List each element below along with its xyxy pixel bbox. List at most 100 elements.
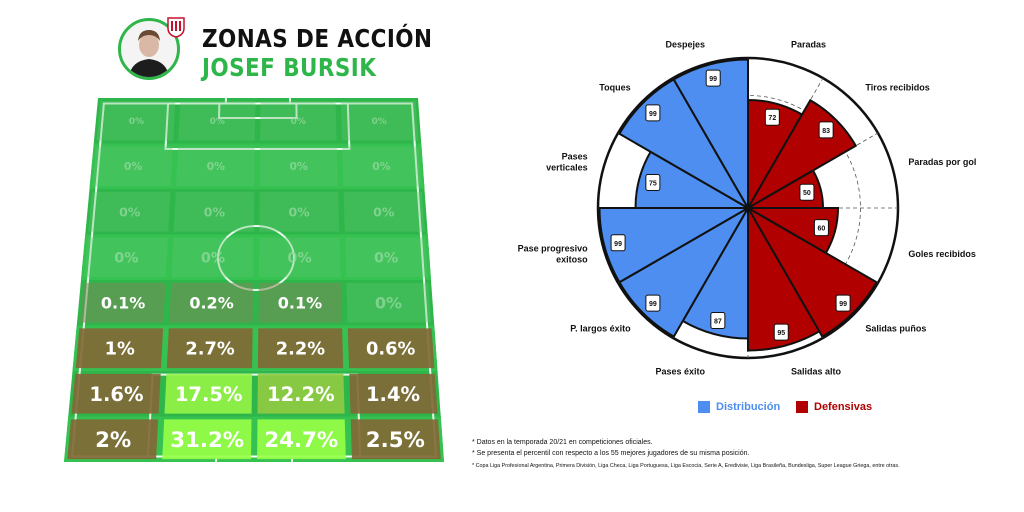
radar-category-label: exitoso xyxy=(556,254,588,264)
center-circle xyxy=(217,225,295,291)
radar-category-label: Despejes xyxy=(666,40,706,50)
radar-category-label: Paradas por gol xyxy=(908,157,976,167)
radar-value-label: 99 xyxy=(649,301,657,308)
radar-value-label: 99 xyxy=(839,301,847,308)
heatmap-cell-label: 17.5% xyxy=(175,383,243,406)
heatmap-cell-label: 0.2% xyxy=(189,294,233,313)
radar-category-label: Goles recibidos xyxy=(908,249,976,259)
club-crest-icon xyxy=(167,17,185,38)
heatmap-cell xyxy=(257,419,346,460)
heatmap-cell-label: 2.5% xyxy=(366,428,425,453)
heatmap-cell-label: 2.7% xyxy=(185,339,234,360)
heatmap-cell xyxy=(257,328,344,369)
radar-wedge xyxy=(598,207,752,284)
footnotes: * Datos en la temporada 20/21 en competi… xyxy=(472,437,992,472)
heatmap-cell xyxy=(79,282,166,323)
heatmap-cell xyxy=(257,373,345,414)
radar-category-label: verticales xyxy=(546,163,588,173)
legend-item-defensive: Defensivas xyxy=(796,398,872,416)
radar-value-badge xyxy=(705,69,721,87)
heatmap-cell-label: 0% xyxy=(288,204,310,219)
heatmap-cell xyxy=(349,373,438,414)
heatmap-cell xyxy=(96,100,176,141)
radar-category-label: Paradas xyxy=(791,40,826,50)
heatmap-cell-label: 0% xyxy=(373,204,395,219)
radar-value-label: 87 xyxy=(714,319,722,326)
radar-value-label: 72 xyxy=(768,115,776,122)
heatmap-cell xyxy=(88,191,171,232)
heatmap-cell xyxy=(259,191,340,232)
heatmap-cell xyxy=(166,328,253,369)
percentile-radar-chart: 72 83 50 60 99 95 87 99 99 75 99 99 Paradas Tiros rec… xyxy=(518,40,977,377)
heatmap-cell-label: 0.1% xyxy=(101,294,145,313)
heatmap-cell xyxy=(169,282,254,323)
heatmap-cell xyxy=(176,146,255,187)
heatmap-cell xyxy=(178,100,256,141)
heatmap-cell-label: 0.1% xyxy=(278,294,322,313)
heatmap-cell-label: 0% xyxy=(204,204,226,219)
heatmap-cell xyxy=(164,373,252,414)
radar-value-label: 50 xyxy=(803,190,811,197)
heatmap-cell-label: 2.2% xyxy=(276,339,325,360)
heatmap-cell-label: 0.6% xyxy=(366,339,415,360)
heatmap-cell xyxy=(162,419,252,460)
radar-value-badge xyxy=(645,294,661,312)
radar-category-label: Salidas puños xyxy=(865,323,926,333)
heatmap-cell xyxy=(343,191,425,232)
heatmap-cell xyxy=(75,328,164,369)
action-zones-pitch: 0% 0% 0% 0% 0% 0% 0% 0% 0% 0% 0% 0% 0% 0% 0% 0% 0.1% 0.2%… xyxy=(64,93,444,467)
heatmap-cell-label: 0% xyxy=(291,117,306,127)
radar-value-badge xyxy=(764,108,780,126)
legend-item-distribution: Distribución xyxy=(698,398,780,416)
heatmap-cell-label: 0% xyxy=(207,160,226,173)
heatmap-cell-label: 0% xyxy=(287,250,311,266)
player-silhouette-icon xyxy=(129,30,169,77)
radar-value-label: 83 xyxy=(822,128,830,135)
legend-label-defensive: Defensivas xyxy=(814,401,873,413)
radar-wedge xyxy=(672,58,749,212)
heatmap-cell-label: 31.2% xyxy=(170,428,244,453)
radar-value-label: 60 xyxy=(818,226,826,233)
heatmap-cell xyxy=(342,146,422,187)
heatmap-cell xyxy=(171,237,254,278)
radar-value-badge xyxy=(710,312,726,330)
heatmap-cell-label: 1.6% xyxy=(89,383,143,406)
heatmap-cell xyxy=(347,328,435,369)
heatmap-cell xyxy=(84,237,168,278)
legend-label-distribution: Distribución xyxy=(716,401,781,413)
heatmap-cell-label: 0% xyxy=(124,160,143,173)
radar-category-label: Toques xyxy=(599,83,630,93)
heatmap-cell-label: 2% xyxy=(95,428,131,453)
footnote-season: * Datos en la temporada 20/21 en competi… xyxy=(472,439,653,446)
legend-swatch-distribution xyxy=(698,401,710,413)
heatmap-cell xyxy=(350,419,441,460)
heatmap-cell-label: 0% xyxy=(372,160,391,173)
heatmap-cell-label: 0% xyxy=(114,250,138,266)
heatmap-cell-label: 12.2% xyxy=(267,383,335,406)
heatmap-cell-label: 1.4% xyxy=(366,383,420,406)
heatmap-cell xyxy=(92,146,173,187)
heatmap-cell xyxy=(173,191,255,232)
radar-value-badge xyxy=(645,174,661,192)
radar-value-badge xyxy=(610,234,626,252)
radar-value-label: 95 xyxy=(777,330,785,337)
heatmap-cell xyxy=(346,282,432,323)
header: ZONAS DE ACCIÓN JOSEF BURSIK xyxy=(118,16,438,86)
radar-value-badge xyxy=(799,183,815,201)
heatmap-cell-label: 0% xyxy=(119,204,141,219)
heatmap-cell xyxy=(258,237,341,278)
heatmap-cell-label: 0% xyxy=(375,294,402,313)
footnote-competitions: * Copa Liga Profesional Argentina, Prime… xyxy=(472,463,900,469)
legend-swatch-defensive xyxy=(796,401,808,413)
heatmap-cell xyxy=(260,100,337,141)
radar-category-label: P. largos éxito xyxy=(570,323,631,333)
radar-value-badge xyxy=(835,294,851,312)
radar-value-label: 99 xyxy=(614,241,622,248)
radar-category-label: Pases éxito xyxy=(656,366,706,376)
heatmap-cell xyxy=(340,100,419,141)
radar-value-label: 99 xyxy=(649,111,657,118)
heatmap-cell xyxy=(258,282,342,323)
radar-category-label: Pases xyxy=(562,152,588,162)
radar-value-label: 75 xyxy=(649,181,657,188)
radar-value-badge xyxy=(773,323,789,341)
